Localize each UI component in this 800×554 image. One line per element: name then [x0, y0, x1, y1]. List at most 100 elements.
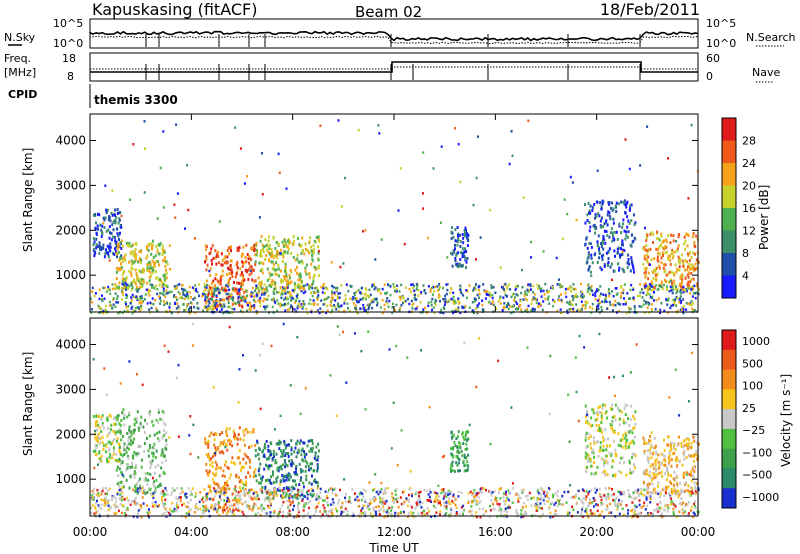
velocity-echo-cell: [624, 444, 627, 448]
power-echo-cell: [93, 254, 96, 258]
velocity-echo-cell: [238, 456, 241, 460]
power-echo-cell: [317, 235, 320, 239]
velocity-echo-cell: [612, 429, 615, 433]
velocity-echo-cell: [108, 487, 111, 491]
velocity-echo-cell: [695, 491, 698, 495]
velocity-echo-cell: [458, 458, 461, 461]
power-echo-cell: [251, 304, 254, 308]
power-echo-cell: [261, 267, 264, 271]
power-echo-cell: [660, 302, 663, 305]
velocity-echo-cell: [695, 452, 698, 456]
power-echo-cell: [601, 309, 603, 312]
velocity-echo-cell: [387, 511, 390, 514]
power-echo-cell: [243, 261, 246, 265]
power-echo-cell: [162, 287, 165, 290]
velocity-echo-cell: [95, 424, 98, 428]
power-echo-cell: [467, 233, 470, 237]
power-echo-cell: [653, 286, 656, 290]
power-echo-cell: [464, 226, 467, 230]
power-echo-cell: [415, 307, 418, 310]
power-echo-cell: [115, 251, 118, 255]
power-echo-cell: [564, 291, 567, 295]
velocity-echo-cell: [247, 491, 249, 495]
velocity-echo-cell: [652, 467, 655, 470]
velocity-echo-cell: [625, 473, 628, 477]
power-echo-cell: [159, 166, 162, 170]
velocity-echo-cell: [94, 449, 97, 453]
power-echo-cell: [462, 294, 465, 297]
power-echo-cell: [372, 300, 375, 304]
power-echo-cell: [107, 255, 110, 259]
power-echo-cell: [132, 261, 135, 265]
velocity-echo-cell: [210, 431, 213, 435]
velocity-echo-cell: [690, 491, 693, 495]
power-echo-cell: [454, 228, 457, 232]
velocity-echo-cell: [670, 447, 673, 451]
velocity-echo-cell: [122, 445, 125, 449]
power-echo-cell: [212, 279, 215, 283]
velocity-echo-layer: [90, 322, 700, 519]
velocity-echo-cell: [302, 516, 305, 519]
velocity-echo-cell: [440, 491, 443, 495]
power-echo-cell: [146, 254, 149, 258]
velocity-echo-cell: [99, 457, 102, 461]
power-echo-cell: [109, 231, 111, 235]
power-echo-cell: [524, 309, 527, 312]
velocity-echo-cell: [649, 491, 652, 495]
velocity-echo-cell: [140, 465, 143, 469]
power-echo-cell: [595, 290, 598, 293]
colorbar-swatch: [722, 253, 736, 276]
power-echo-cell: [205, 257, 208, 261]
velocity-echo-cell: [293, 471, 296, 475]
velocity-echo-cell: [160, 491, 163, 495]
power-echo-cell: [679, 274, 682, 278]
velocity-echo-cell: [654, 475, 657, 479]
power-echo-cell: [424, 292, 427, 295]
power-echo-cell: [511, 154, 514, 157]
velocity-echo-cell: [284, 465, 287, 469]
power-echo-cell: [117, 312, 120, 315]
velocity-echo-cell: [311, 462, 313, 466]
power-echo-cell: [312, 299, 315, 302]
velocity-echo-cell: [537, 488, 540, 491]
velocity-echo-cell: [601, 457, 603, 461]
power-echo-cell: [325, 297, 328, 300]
velocity-echo-cell: [592, 408, 595, 412]
power-echo-cell: [176, 192, 179, 195]
velocity-echo-cell: [94, 422, 97, 426]
power-echo-cell: [671, 291, 674, 295]
power-echo-cell: [296, 257, 299, 261]
power-echo-cell: [172, 295, 175, 298]
velocity-echo-cell: [150, 462, 152, 466]
power-echo-cell: [134, 310, 137, 313]
power-echo-cell: [275, 273, 278, 276]
power-echo-cell: [569, 286, 571, 289]
velocity-echo-cell: [157, 410, 160, 414]
power-echo-cell: [280, 291, 283, 294]
velocity-echo-cell: [604, 403, 607, 407]
velocity-echo-cell: [118, 484, 121, 488]
power-echo-cell: [474, 288, 477, 291]
velocity-echo-cell: [97, 432, 100, 436]
velocity-echo-cell: [100, 429, 103, 433]
velocity-echo-cell: [263, 508, 266, 511]
power-echo-cell: [344, 176, 347, 180]
power-echo-cell: [590, 253, 593, 257]
power-echo-cell: [687, 275, 690, 279]
power-echo-cell: [187, 294, 190, 298]
velocity-echo-cell: [684, 510, 687, 513]
velocity-echo-cell: [126, 466, 129, 470]
velocity-echo-cell: [112, 429, 115, 433]
power-echo-cell: [673, 279, 676, 283]
velocity-echo-cell: [227, 510, 230, 513]
power-echo-cell: [602, 200, 605, 204]
velocity-echo-cell: [136, 417, 139, 421]
velocity-echo-cell: [257, 497, 260, 501]
velocity-echo-cell: [249, 460, 251, 464]
velocity-echo-cell: [595, 423, 598, 427]
power-echo-cell: [116, 295, 119, 298]
power-echo-cell: [602, 253, 605, 257]
power-echo-cell: [263, 297, 266, 301]
power-echo-cell: [657, 247, 660, 251]
power-echo-cell: [655, 277, 658, 281]
